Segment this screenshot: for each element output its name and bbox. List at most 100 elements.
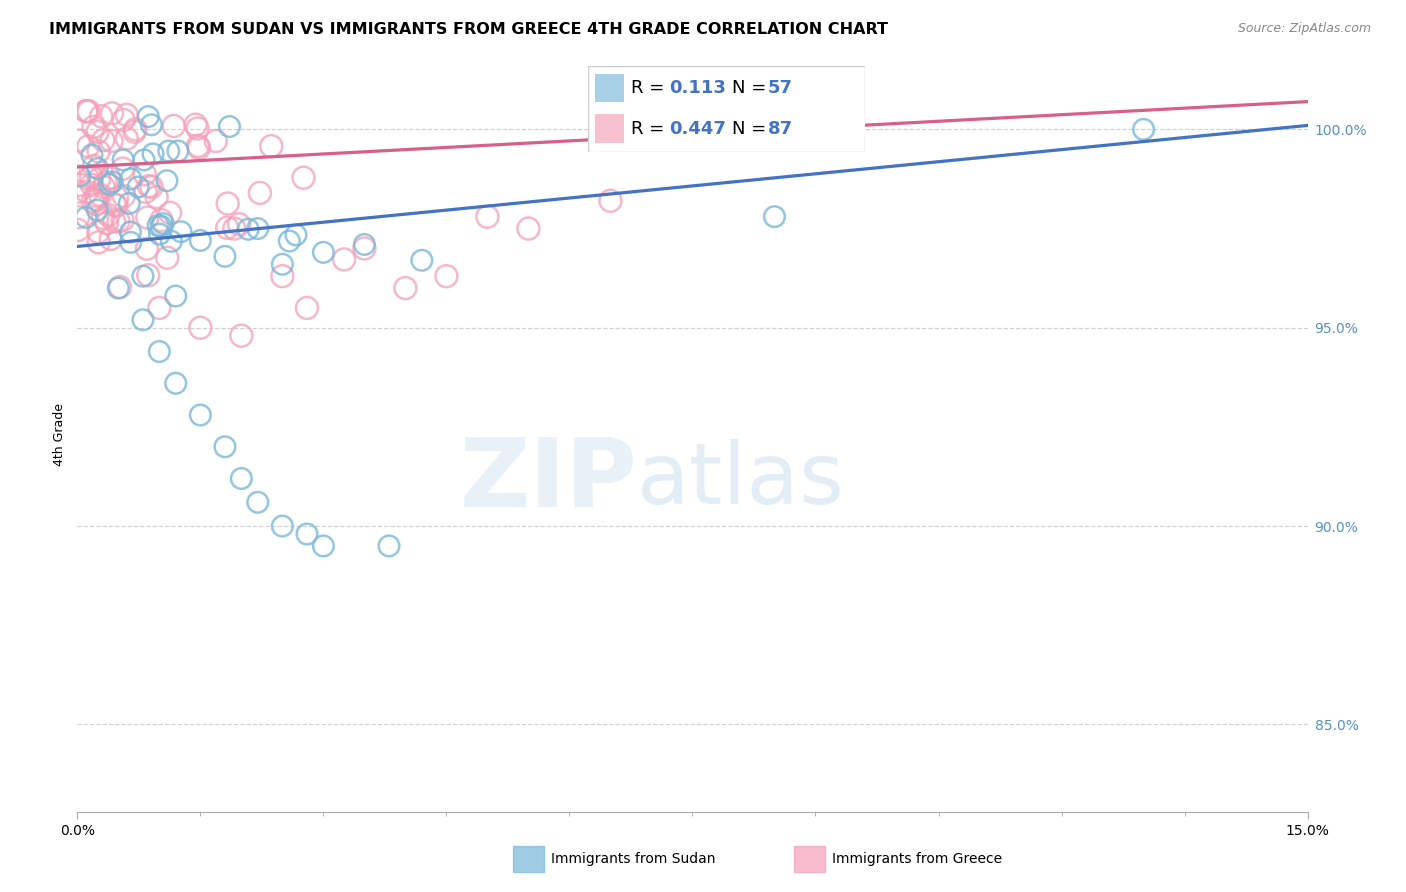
Point [100,134,122,148]
Point [82,120,104,134]
Point [76,185,98,199]
Point [167,144,190,158]
Point [312,539,335,553]
Point [284,227,307,242]
Point [86,125,108,139]
Point [156,251,179,265]
Point [163,119,186,133]
Point [91,211,114,225]
Point [218,120,240,134]
Point [67,178,90,192]
Point [127,180,149,194]
Point [112,113,135,128]
Point [378,539,401,553]
Point [136,110,159,124]
Point [353,237,375,252]
Text: IMMIGRANTS FROM SUDAN VS IMMIGRANTS FROM GREECE 4TH GRADE CORRELATION CHART: IMMIGRANTS FROM SUDAN VS IMMIGRANTS FROM… [49,22,889,37]
Point [271,519,294,533]
Point [148,227,170,241]
Y-axis label: 4th Grade: 4th Grade [53,403,66,467]
Point [170,225,193,239]
Point [120,235,142,250]
Point [165,376,187,391]
Point [165,289,187,303]
Point [136,211,159,225]
Point [89,187,111,202]
Point [97,208,120,222]
Point [96,216,118,230]
Point [120,225,142,239]
Point [231,328,253,343]
Point [98,171,121,186]
Point [1132,122,1154,136]
Point [187,139,209,153]
Point [217,196,239,211]
Point [103,214,125,228]
Point [150,213,173,227]
Point [333,252,356,267]
Point [124,125,146,139]
Point [136,268,159,283]
Point [67,185,90,199]
Text: ZIP: ZIP [460,434,637,526]
Point [111,161,134,176]
Point [260,139,283,153]
Point [80,178,103,192]
Point [148,301,170,315]
Point [104,198,127,212]
Point [108,280,131,294]
Point [292,170,315,185]
Point [111,213,134,227]
Point [77,104,100,119]
Point [271,269,294,284]
Point [205,134,228,148]
Point [87,235,110,250]
Point [105,198,128,212]
Point [93,180,115,194]
Point [86,161,108,176]
Point [278,234,301,248]
Point [295,527,318,541]
Point [118,196,141,211]
Point [150,219,173,234]
Point [115,131,138,145]
Point [188,234,212,248]
Point [187,121,209,136]
Point [80,148,103,162]
Point [763,210,786,224]
Point [436,269,458,284]
Point [67,210,90,224]
Point [141,118,163,132]
Point [353,241,375,255]
Point [135,185,157,199]
Point [107,281,129,295]
Point [100,232,122,246]
Point [224,221,246,235]
Point [94,176,117,190]
Point [101,106,124,120]
Point [83,159,105,173]
Point [132,153,155,167]
Point [312,245,335,260]
Point [160,235,183,249]
Point [246,495,269,509]
Point [66,223,89,237]
Point [98,178,121,192]
Point [145,190,167,204]
Point [107,214,129,228]
Point [120,172,142,186]
Point [159,206,181,220]
Point [89,172,111,186]
Point [77,139,100,153]
Text: Immigrants from Greece: Immigrants from Greece [832,852,1002,866]
Point [91,133,114,147]
Point [86,193,108,207]
Point [124,122,146,136]
Point [249,186,271,200]
Point [75,104,97,119]
Point [188,320,212,334]
Point [80,170,103,185]
Text: atlas: atlas [637,439,845,522]
Point [228,217,250,231]
Point [86,203,108,218]
